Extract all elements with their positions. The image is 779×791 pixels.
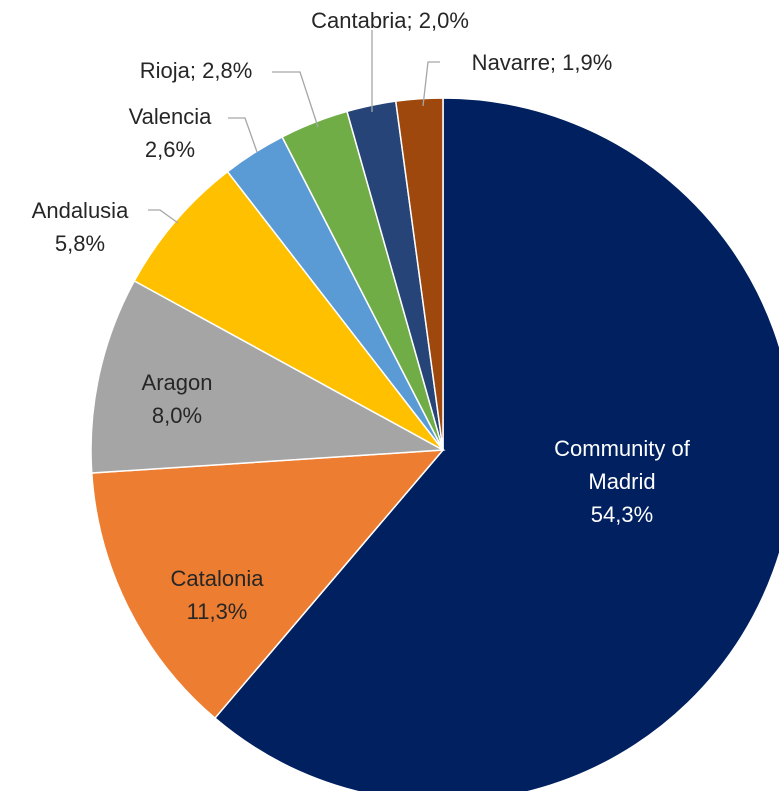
pie-slice <box>90 279 446 474</box>
value-label: 1,9% <box>562 50 613 75</box>
value-label: 11,3% <box>186 599 248 624</box>
data-label: Community of Madrid 54,3% <box>537 432 707 531</box>
category-label: Catalonia <box>170 566 264 591</box>
category-label: Community of Madrid <box>554 436 690 494</box>
category-label: Aragon <box>141 370 213 395</box>
value-label: 2,8% <box>202 58 253 83</box>
value-label: 8,0% <box>151 403 203 428</box>
category-label: Rioja <box>139 58 190 83</box>
value-label: 2,0% <box>418 8 469 33</box>
pie-slice <box>90 449 445 720</box>
data-label: Navarre; 1,9% <box>471 50 613 75</box>
pie-slice <box>213 97 779 791</box>
data-label: Valencia 2,6% <box>110 100 230 166</box>
data-label: Aragon 8,0% <box>117 366 237 432</box>
data-label: Rioja; 2,8% <box>139 58 253 83</box>
category-label: Cantabria <box>311 8 407 33</box>
category-label: Andalusia <box>31 198 129 223</box>
leader-line <box>422 61 440 107</box>
value-label: 54,3% <box>590 502 654 527</box>
data-label: Cantabria; 2,0% <box>311 8 469 33</box>
value-label: 2,6% <box>144 137 196 162</box>
leader-line <box>148 209 179 224</box>
leader-line <box>228 117 258 153</box>
category-label: Navarre <box>471 50 550 75</box>
data-label: Catalonia 11,3% <box>147 562 287 628</box>
value-label: 5,8% <box>54 231 106 256</box>
category-label: Valencia <box>128 104 212 129</box>
pie-slice <box>394 97 444 451</box>
data-label: Andalusia 5,8% <box>10 194 150 260</box>
leader-line <box>272 71 319 128</box>
